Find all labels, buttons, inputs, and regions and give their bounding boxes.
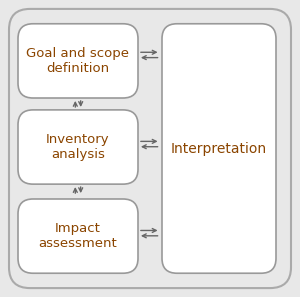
FancyBboxPatch shape <box>18 110 138 184</box>
FancyBboxPatch shape <box>18 199 138 273</box>
Text: Goal and scope
definition: Goal and scope definition <box>26 47 130 75</box>
Text: Impact
assessment: Impact assessment <box>39 222 117 250</box>
FancyBboxPatch shape <box>9 9 291 288</box>
Text: Interpretation: Interpretation <box>171 141 267 156</box>
FancyBboxPatch shape <box>18 24 138 98</box>
FancyBboxPatch shape <box>162 24 276 273</box>
Text: Inventory
analysis: Inventory analysis <box>46 133 110 161</box>
